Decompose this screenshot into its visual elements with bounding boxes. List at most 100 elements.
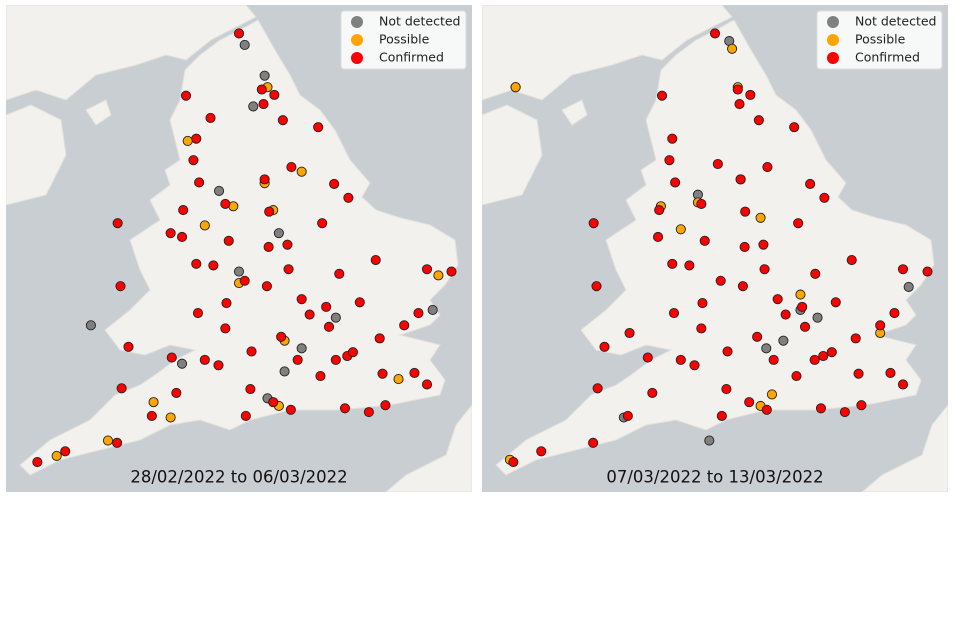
map-caption: 28/02/2022 to 06/03/2022 — [130, 468, 347, 487]
site-marker — [799, 321, 811, 332]
site-marker — [675, 224, 686, 235]
site-marker — [261, 281, 272, 292]
site-marker — [304, 309, 315, 320]
site-marker — [508, 456, 519, 468]
land — [385, 404, 472, 492]
site-marker — [233, 266, 245, 277]
site-marker — [165, 228, 176, 239]
site-marker — [839, 407, 850, 418]
site-marker — [818, 350, 829, 362]
site-marker — [897, 264, 909, 275]
site-marker — [292, 354, 303, 365]
site-marker — [279, 366, 290, 377]
site-marker — [194, 177, 205, 188]
site-marker — [793, 218, 804, 229]
site-marker — [734, 99, 745, 110]
legend-label: Possible — [855, 32, 906, 47]
site-marker — [897, 379, 909, 390]
land — [861, 404, 948, 492]
site-marker — [510, 82, 521, 93]
site-marker — [922, 266, 933, 277]
site-marker — [697, 297, 708, 309]
site-marker — [330, 312, 341, 323]
site-marker — [256, 84, 267, 95]
site-marker — [182, 135, 193, 147]
site-marker — [115, 281, 126, 292]
site-marker — [180, 90, 192, 101]
site-marker — [737, 281, 748, 292]
land — [482, 104, 543, 206]
site-marker — [268, 397, 279, 408]
site-marker — [830, 297, 841, 308]
site-marker — [727, 43, 738, 54]
legend-label: Not detected — [379, 14, 461, 29]
site-marker — [321, 301, 332, 312]
site-marker — [51, 450, 62, 461]
land — [85, 99, 112, 126]
site-marker — [259, 70, 270, 81]
site-marker — [761, 343, 772, 354]
site-marker — [363, 407, 374, 418]
site-marker — [622, 410, 633, 422]
site-marker — [885, 367, 896, 378]
site-marker — [296, 166, 307, 177]
site-marker — [780, 309, 791, 320]
land — [6, 104, 67, 206]
site-marker — [380, 400, 391, 411]
site-marker — [245, 384, 256, 395]
site-marker — [192, 307, 204, 319]
site-marker — [374, 333, 385, 344]
land — [495, 19, 935, 476]
land — [19, 19, 459, 476]
site-marker — [60, 446, 71, 457]
site-marker — [214, 185, 225, 196]
site-marker — [667, 258, 678, 269]
site-marker — [263, 241, 274, 253]
site-marker — [735, 174, 746, 185]
site-marker — [739, 241, 750, 253]
site-marker — [148, 397, 159, 408]
site-marker — [233, 28, 245, 39]
map-area — [6, 5, 472, 492]
site-marker — [709, 28, 721, 39]
site-marker — [166, 352, 177, 363]
site-marker — [772, 294, 783, 305]
site-marker — [223, 235, 234, 246]
site-marker — [762, 162, 773, 173]
site-marker — [146, 410, 157, 422]
site-marker — [399, 320, 410, 331]
site-marker — [277, 115, 288, 126]
site-marker — [171, 387, 182, 398]
legend-box — [340, 10, 467, 70]
site-marker — [753, 115, 764, 126]
site-marker — [123, 341, 134, 352]
site-marker — [819, 192, 830, 203]
site-marker — [221, 297, 232, 309]
site-marker — [347, 347, 358, 358]
site-marker — [286, 162, 297, 173]
site-marker — [188, 155, 199, 166]
site-marker — [856, 400, 867, 411]
map-panel: Not detected Possible Confirmed 07/03/2022 … — [482, 5, 948, 492]
site-marker — [330, 354, 341, 365]
site-marker — [315, 370, 326, 382]
site-marker — [269, 89, 280, 100]
site-marker — [875, 320, 886, 331]
site-marker — [591, 281, 602, 292]
site-marker — [675, 354, 686, 365]
site-marker — [339, 403, 351, 414]
site-marker — [889, 307, 900, 319]
site-marker — [752, 331, 763, 342]
site-marker — [715, 275, 726, 286]
legend-swatch — [827, 52, 839, 64]
site-marker — [768, 354, 779, 365]
site-marker — [296, 294, 307, 305]
site-marker — [264, 206, 275, 217]
site-marker — [239, 275, 250, 286]
legend-swatch — [351, 34, 363, 46]
map-panel: Not detected Possible Confirmed 28/02/2022 … — [6, 5, 472, 492]
site-marker — [664, 155, 675, 166]
site-marker — [846, 254, 857, 266]
site-marker — [826, 347, 837, 358]
